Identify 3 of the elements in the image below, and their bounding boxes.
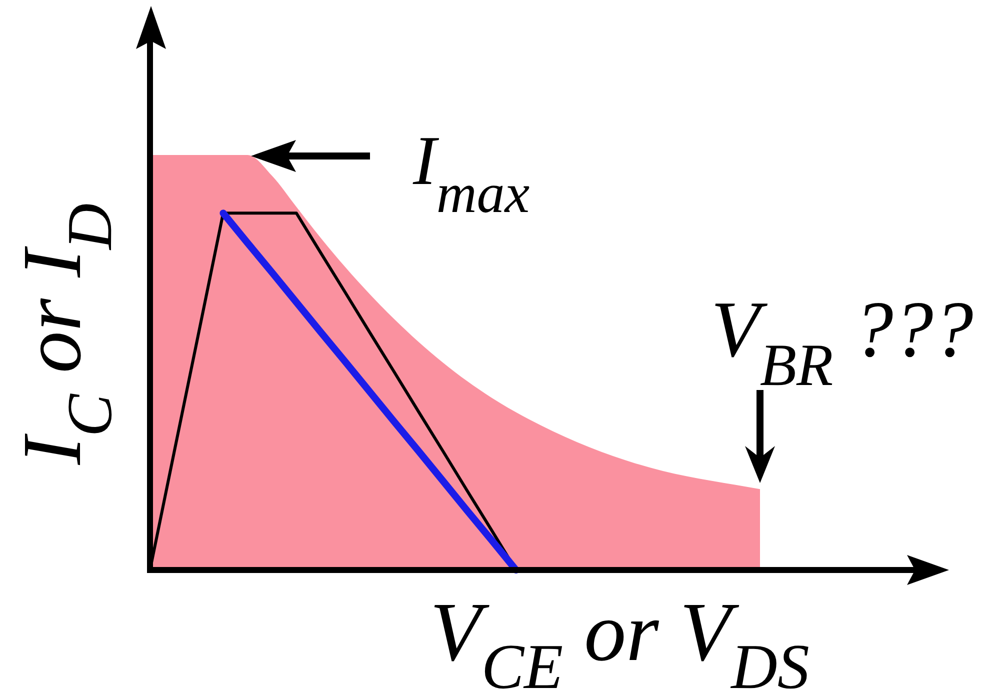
x-axis-title: V$_{CE}$ or V$_{DS}$ [430, 586, 810, 694]
annotation: V$_{BR}$ ??? [711, 286, 974, 398]
annotation: I$_{max}$ [412, 123, 530, 225]
